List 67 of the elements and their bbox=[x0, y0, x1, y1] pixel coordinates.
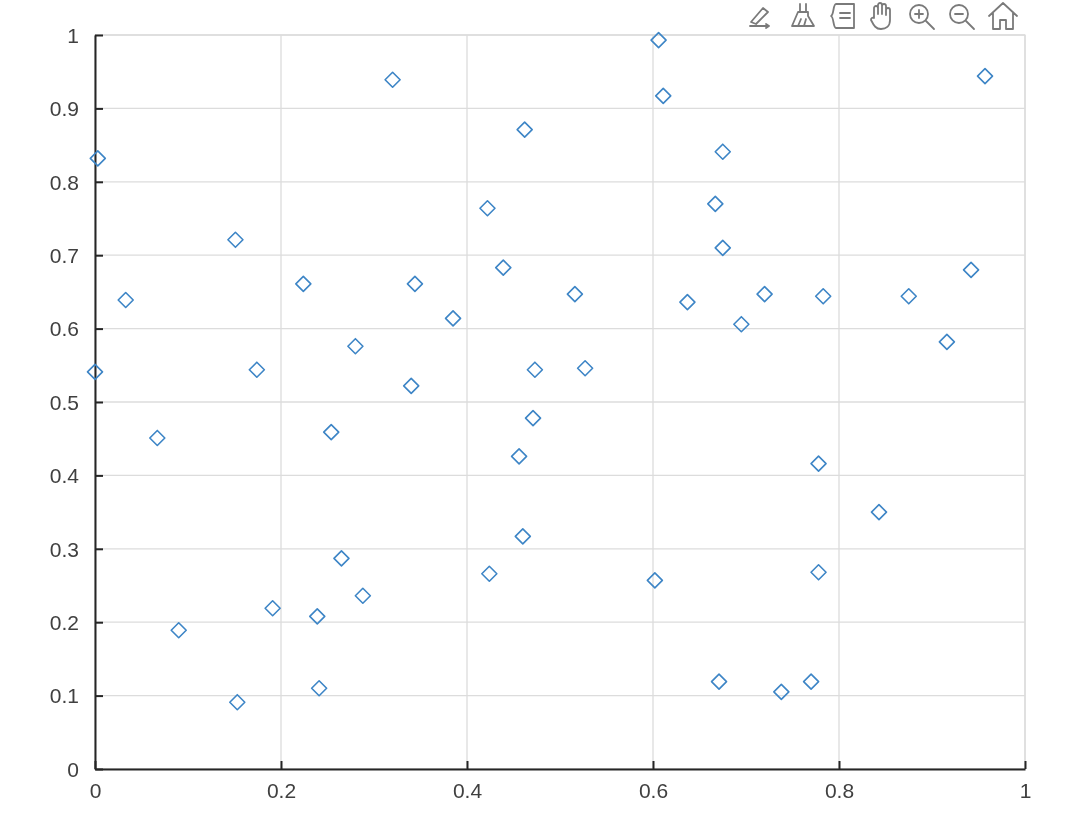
point bbox=[900, 288, 918, 305]
y-tick-label: 0.6 bbox=[49, 317, 79, 341]
point bbox=[650, 31, 667, 49]
point bbox=[814, 288, 832, 305]
x-tick-label: 0.2 bbox=[266, 778, 297, 802]
y-tick-label: 0.9 bbox=[49, 97, 79, 121]
point bbox=[679, 293, 696, 311]
point bbox=[333, 550, 350, 567]
point bbox=[510, 448, 528, 465]
point bbox=[494, 259, 512, 276]
point bbox=[870, 503, 888, 521]
y-tick-label: 0.8 bbox=[49, 170, 79, 194]
y-tick-label: 0 bbox=[67, 757, 79, 781]
point bbox=[354, 587, 372, 605]
point bbox=[444, 310, 462, 327]
y-tick-label: 0.5 bbox=[49, 390, 79, 414]
point bbox=[962, 261, 980, 279]
point bbox=[524, 409, 542, 427]
y-tick-label: 0.4 bbox=[49, 464, 80, 488]
point bbox=[264, 599, 281, 617]
point bbox=[756, 285, 773, 303]
point bbox=[248, 361, 266, 378]
x-tick-label: 0.6 bbox=[638, 778, 669, 802]
x-tick-label: 0.8 bbox=[824, 778, 855, 802]
point bbox=[714, 239, 732, 257]
point bbox=[170, 621, 187, 639]
point bbox=[384, 71, 401, 89]
point bbox=[479, 199, 496, 217]
point bbox=[149, 429, 166, 447]
point bbox=[295, 275, 312, 293]
point bbox=[516, 121, 533, 138]
point bbox=[322, 423, 340, 441]
y-tick-label: 0.2 bbox=[49, 611, 79, 635]
x-tick-label: 0 bbox=[89, 778, 102, 802]
point bbox=[86, 363, 104, 381]
y-tick-label: 1 bbox=[67, 23, 79, 47]
point bbox=[773, 683, 790, 701]
point bbox=[707, 195, 724, 213]
point bbox=[576, 359, 594, 377]
point bbox=[406, 275, 424, 293]
point bbox=[976, 67, 994, 85]
point bbox=[810, 563, 827, 581]
point bbox=[654, 87, 672, 105]
point bbox=[117, 291, 134, 309]
point bbox=[646, 572, 664, 589]
point bbox=[227, 231, 244, 249]
point bbox=[514, 528, 532, 545]
point bbox=[526, 361, 544, 378]
point bbox=[308, 608, 326, 625]
x-tick-label: 0.4 bbox=[452, 778, 483, 802]
point bbox=[733, 315, 750, 333]
x-tick-label: 1 bbox=[1019, 778, 1032, 802]
point bbox=[938, 333, 956, 351]
y-tick-label: 0.3 bbox=[49, 537, 79, 561]
y-tick-label: 0.7 bbox=[49, 244, 79, 268]
point bbox=[710, 673, 728, 690]
point bbox=[347, 337, 364, 355]
point bbox=[89, 150, 107, 167]
point bbox=[802, 673, 820, 690]
point bbox=[714, 143, 732, 161]
point bbox=[566, 285, 584, 303]
y-tick-label: 0.1 bbox=[49, 684, 79, 708]
point bbox=[310, 679, 328, 697]
point bbox=[228, 693, 246, 711]
point bbox=[810, 455, 827, 472]
point bbox=[481, 565, 498, 583]
point bbox=[402, 377, 420, 395]
